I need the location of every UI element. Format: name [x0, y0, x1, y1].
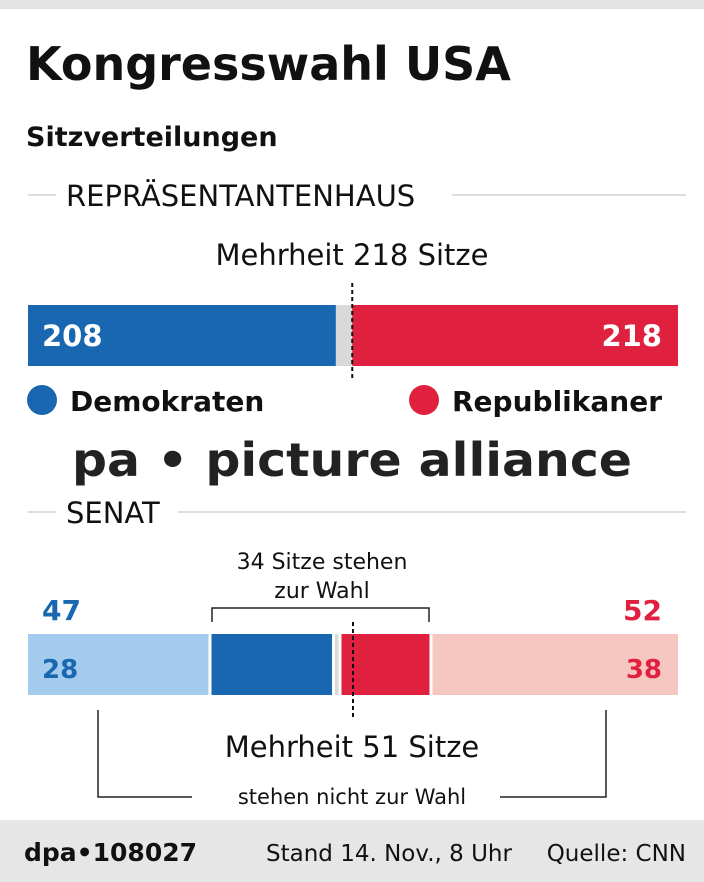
legend-dem-label: Demokraten [70, 385, 264, 418]
title: Kongresswahl USA [26, 37, 511, 91]
footer-stand: Stand 14. Nov., 8 Uhr [266, 841, 512, 867]
subtitle: Sitzverteilungen [26, 122, 278, 153]
senate-undecided-bar [335, 634, 339, 695]
senate-dem-not-up-value: 28 [42, 655, 78, 685]
footer-id: dpa•108027 [24, 838, 197, 867]
senate-up-label-2: zur Wahl [274, 579, 369, 604]
senate-dem-not-up-bar [28, 634, 209, 695]
not-up-bracket [97, 710, 607, 798]
senate-title: SENAT [66, 496, 160, 530]
footer [0, 820, 704, 882]
house-dem-value: 208 [42, 319, 103, 353]
footer-source: Quelle: CNN [547, 841, 686, 867]
senate-rep-not-up-bar [432, 634, 678, 695]
senate-rep-up-bar [341, 634, 430, 695]
senate-dem-up-bar [211, 634, 332, 695]
top-strip [0, 0, 704, 9]
senate-not-up-label: stehen nicht zur Wahl [238, 785, 466, 809]
house-majority-label: Mehrheit 218 Sitze [216, 238, 489, 272]
house-rep-bar [352, 305, 678, 366]
house-title: REPRÄSENTANTENHAUS [66, 179, 415, 213]
senate-rep-total: 52 [623, 594, 662, 627]
legend-rep-marker [409, 385, 439, 415]
house-dem-bar [28, 305, 336, 366]
senate-dem-total: 47 [42, 594, 81, 627]
senate-rep-not-up-value: 38 [626, 655, 662, 685]
house-rep-value: 218 [601, 319, 662, 353]
senate-majority-label: Mehrheit 51 Sitze [225, 730, 480, 764]
up-for-election-bracket [211, 607, 430, 622]
senate-up-label-1: 34 Sitze stehen [237, 550, 408, 575]
legend-dem-marker [27, 385, 57, 415]
watermark-text: pa • picture alliance [72, 433, 632, 487]
legend-rep-label: Republikaner [452, 385, 662, 418]
